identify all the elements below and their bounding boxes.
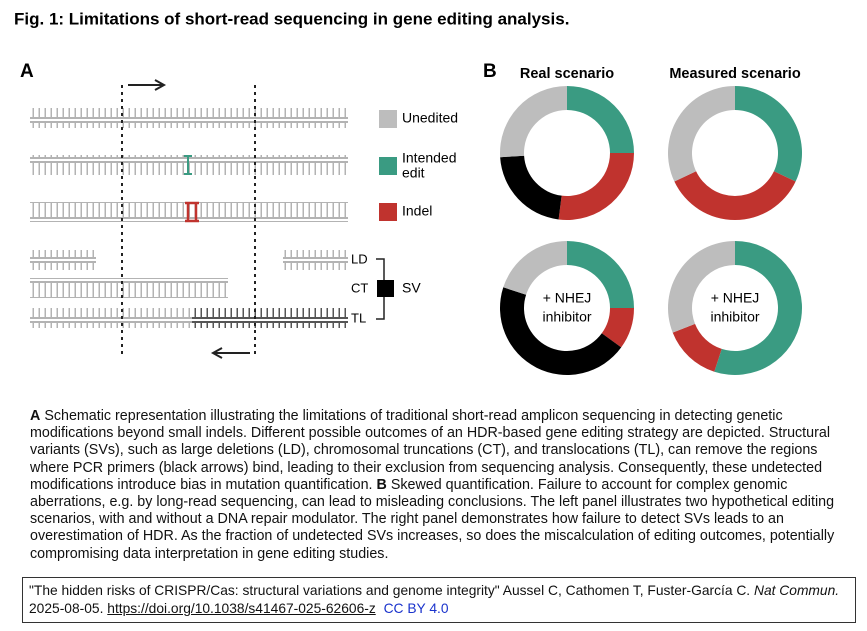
donut-slice (567, 241, 634, 308)
citation-text: "The hidden risks of CRISPR/Cas: structu… (29, 583, 751, 598)
donut-slice (503, 241, 567, 295)
dna-strands (30, 108, 348, 328)
donut-slice (499, 287, 622, 376)
legend-label: Unedited (402, 110, 458, 126)
figure: Fig. 1: Limitations of short-read sequen… (14, 9, 802, 376)
sv-label: SV (402, 280, 421, 296)
legend-label: Intended (402, 150, 457, 166)
legend-label: Indel (402, 203, 432, 219)
caption: A Schematic representation illustrating … (30, 408, 840, 563)
date: 2025-08-05. (29, 601, 104, 616)
donut-slice (667, 241, 735, 333)
donut-slice (714, 241, 802, 376)
row-label: CT (351, 280, 368, 295)
primer-lines (121, 79, 256, 359)
sv-swatch (377, 280, 394, 297)
legend-swatch (379, 157, 397, 175)
donut-slice (500, 86, 567, 158)
donut-slice (668, 85, 735, 182)
center-label: + NHEJ (543, 290, 592, 306)
donut-slice (601, 308, 634, 348)
center-label: + NHEJ (711, 290, 760, 306)
doi-link[interactable]: https://doi.org/10.1038/s41467-025-62606… (107, 601, 376, 616)
figure-title: Fig. 1: Limitations of short-read sequen… (14, 9, 569, 28)
chart-title: Real scenario (520, 66, 614, 82)
center-label: inhibitor (542, 309, 591, 325)
legend-label: edit (402, 165, 425, 181)
panel-label: B (483, 61, 497, 82)
journal: Nat Commun. (754, 583, 840, 598)
caption-text: Schematic representation illustrating th… (30, 408, 830, 493)
chart-title: Measured scenario (669, 66, 801, 82)
panel-label: A (20, 61, 34, 82)
license[interactable]: CC BY 4.0 (383, 601, 449, 616)
caption-label: B (376, 476, 387, 493)
donut-slice (567, 86, 634, 153)
legend-swatch (379, 203, 397, 221)
donut-slice (674, 171, 796, 221)
row-label: TL (351, 310, 366, 325)
donut-slice (735, 86, 802, 182)
donut-slice (672, 323, 722, 372)
caption-text: Skewed quantification. Failure to accoun… (30, 476, 835, 562)
center-label: inhibitor (710, 309, 759, 325)
donuts: Real scenario Measured scenario + NHEJ inhi… (499, 66, 802, 376)
edit-marks (184, 155, 199, 223)
row-label: LD (351, 251, 368, 266)
caption-label: A (30, 408, 41, 424)
donut-slice (558, 153, 634, 220)
legend-swatch (379, 110, 397, 128)
donut-slice (500, 155, 562, 220)
citation: "The hidden risks of CRISPR/Cas: structu… (22, 577, 856, 623)
